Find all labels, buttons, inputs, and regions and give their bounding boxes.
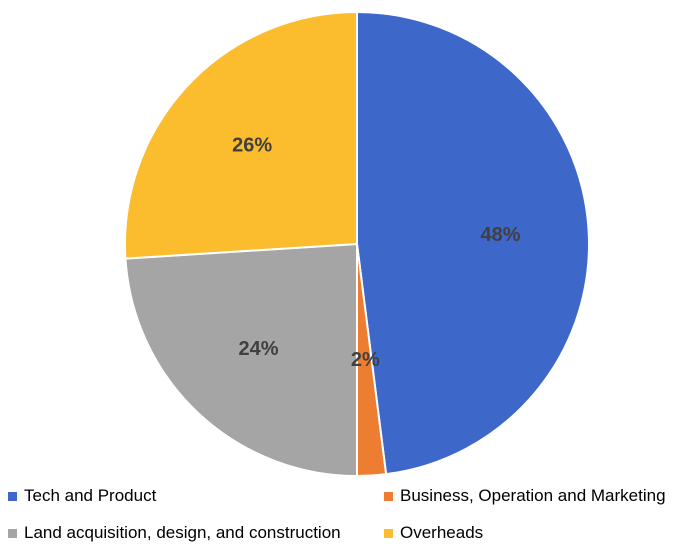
pie-slice-overheads [124, 10, 358, 260]
legend-swatch-land-acquisition [8, 528, 17, 538]
data-label-business-operation-and-marketing: 2% [351, 349, 380, 371]
data-labels: 48% 2% 24% 26% [232, 135, 521, 371]
legend-label-tech-and-product: Tech and Product [24, 486, 157, 505]
pie-slices [124, 10, 590, 478]
pie-slice-land-acquisition-design-and-construction [124, 242, 358, 478]
legend-swatch-overheads [384, 528, 393, 538]
legend-swatch-tech-and-product [8, 491, 17, 501]
legend-item-land-acquisition: Land acquisition, design, and constructi… [8, 523, 384, 543]
legend-item-tech-and-product: Tech and Product [8, 486, 384, 506]
legend-label-land-acquisition: Land acquisition, design, and constructi… [24, 523, 341, 542]
legend-swatch-business-operation-marketing [384, 491, 393, 501]
pie-slice-tech-and-product [356, 10, 590, 476]
pie-chart: 48% 2% 24% 26% [124, 10, 590, 478]
legend-item-business-operation-marketing: Business, Operation and Marketing [384, 486, 688, 506]
data-label-tech-and-product: 48% [481, 224, 521, 246]
legend: Tech and Product Business, Operation and… [8, 486, 688, 543]
data-label-overheads: 26% [232, 135, 272, 157]
legend-label-overheads: Overheads [400, 523, 484, 542]
legend-item-overheads: Overheads [384, 523, 688, 543]
data-label-land-acquisition-design-and-construction: 24% [239, 338, 279, 360]
legend-label-business-operation-marketing: Business, Operation and Marketing [400, 486, 666, 505]
